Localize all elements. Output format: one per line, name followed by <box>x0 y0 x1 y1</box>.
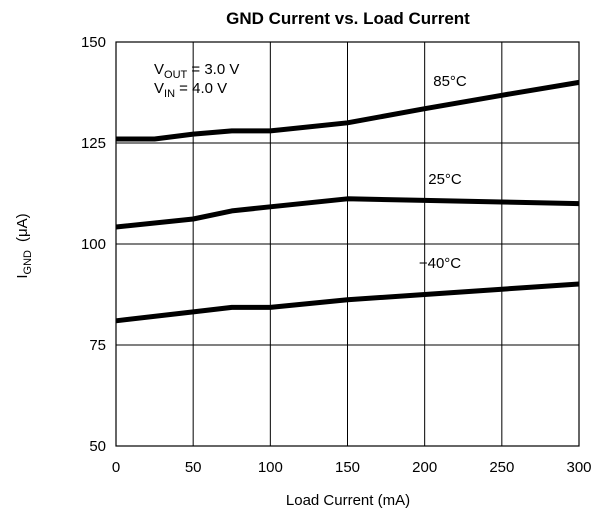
y-tick-label-75: 75 <box>89 337 106 354</box>
plot-frame <box>115 41 580 447</box>
x-tick-label-150: 150 <box>335 459 360 476</box>
y-tick-label-50: 50 <box>89 438 106 455</box>
annotation-vin: VIN = 4.0 V <box>154 80 227 100</box>
y-axis-label-main: I <box>14 274 31 278</box>
y-tick-label-150: 150 <box>81 34 106 51</box>
chart-title: GND Current vs. Load Current <box>226 9 470 28</box>
annotation-vout-rest: = 3.0 V <box>187 61 239 78</box>
grid <box>116 42 579 446</box>
annotation-vin-sub: IN <box>164 88 175 100</box>
annotation-vout: VOUT = 3.0 V <box>154 61 239 81</box>
y-tick-label-125: 125 <box>81 135 106 152</box>
annotation-vout-main: V <box>154 61 164 78</box>
x-tick-label-250: 250 <box>489 459 514 476</box>
x-tick-label-0: 0 <box>112 459 120 476</box>
y-axis-label-unit: (μA) <box>14 213 31 242</box>
tick-labels: 0 50 100 150 200 250 300 50 75 100 125 150 <box>81 34 592 476</box>
series-labels: 85°C 25°C −40°C <box>419 73 467 272</box>
x-tick-label-200: 200 <box>412 459 437 476</box>
y-axis-label: IGND (μA) <box>14 213 34 278</box>
x-tick-label-300: 300 <box>566 459 591 476</box>
series-lines <box>115 79 580 324</box>
x-tick-label-50: 50 <box>185 459 202 476</box>
series-label-0: 85°C <box>433 73 467 90</box>
annotation-vin-rest: = 4.0 V <box>175 80 227 97</box>
y-tick-label-100: 100 <box>81 236 106 253</box>
x-axis-label: Load Current (mA) <box>286 492 410 509</box>
y-axis-label-sub: GND <box>22 250 34 275</box>
annotation-vin-main: V <box>154 80 164 97</box>
annotation-vout-sub: OUT <box>164 69 188 81</box>
series-label-1: 25°C <box>428 171 462 188</box>
series-line-1 <box>115 196 580 230</box>
series-line-2 <box>115 281 580 324</box>
x-tick-label-100: 100 <box>258 459 283 476</box>
series-line-0 <box>116 79 580 142</box>
series-label-2: −40°C <box>419 255 461 272</box>
